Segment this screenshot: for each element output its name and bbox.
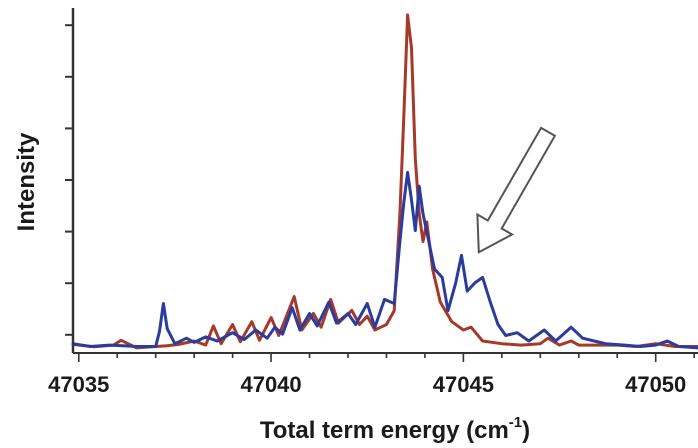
plot-area (71, 13, 698, 350)
x-tick-label: 47050 (625, 372, 686, 397)
x-tick-label: 47035 (48, 372, 109, 397)
y-axis-label: Intensity (13, 132, 40, 231)
x-tick-label: 47045 (433, 372, 494, 397)
x-axis-ticks (77, 353, 695, 362)
x-axis-label-suffix: ) (522, 417, 530, 444)
y-axis-ticks (65, 24, 73, 336)
x-tick-labels: 47035 47040 47045 47050 (48, 372, 686, 397)
annotation-arrow (476, 126, 557, 254)
x-axis-label-text: Total term energy (cm (260, 417, 509, 444)
x-axis-label-superscript: -1 (509, 414, 522, 431)
series-line-0 (71, 13, 698, 350)
x-axis-label: Total term energy (cm-1) (260, 414, 530, 444)
x-tick-label: 47040 (240, 372, 301, 397)
series-line-1 (71, 170, 698, 350)
annotation-layer (476, 126, 557, 254)
